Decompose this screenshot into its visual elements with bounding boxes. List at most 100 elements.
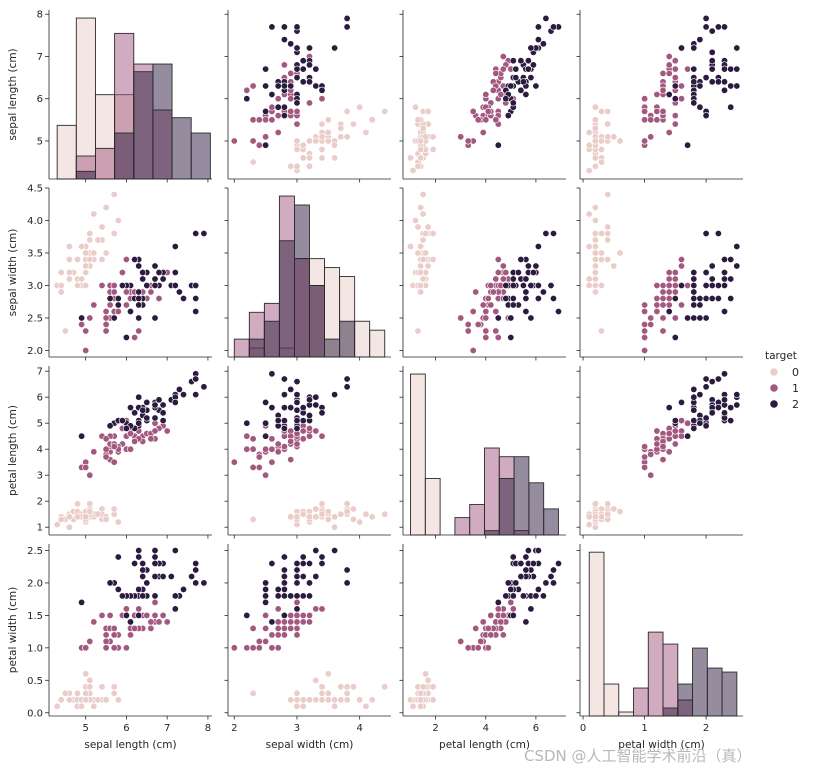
point-1-0-s1-45 [110, 281, 118, 289]
point-1-0-s0-41 [61, 327, 69, 335]
point-0-1-s0-6 [318, 154, 326, 162]
point-0-2-s1-48 [457, 133, 465, 141]
point-1-0-s2-9 [171, 243, 179, 251]
point-0-1-s0-42 [305, 162, 313, 170]
point-0-2-s2-21 [504, 112, 512, 120]
point-3-1-s2-24 [312, 572, 320, 580]
point-0-3-s0-14 [591, 103, 599, 111]
hist-bar-3-s0-b0 [588, 551, 605, 717]
point-2-0-s1-40 [102, 435, 110, 443]
point-2-0-s2-47 [143, 414, 151, 422]
point-1-2-s0-15 [419, 191, 427, 199]
xtick-label-1-0: 2 [231, 723, 237, 734]
point-0-1-s0-36 [324, 116, 332, 124]
point-1-3-s0-14 [591, 217, 599, 225]
point-1-2-s2-8 [527, 314, 535, 322]
point-0-2-s2-37 [519, 78, 527, 86]
point-2-0-s0-45 [74, 513, 82, 521]
point-0-2-s1-9 [479, 129, 487, 137]
hist-bar-2-s0-b0 [410, 373, 426, 536]
point-3-1-s2-17 [343, 566, 351, 574]
point-1-0-s1-44 [106, 301, 114, 309]
point-1-3-s1-35 [677, 255, 685, 263]
point-3-2-s2-34 [522, 618, 530, 626]
point-0-3-s0-32 [585, 129, 593, 137]
panel-1-2 [399, 187, 566, 361]
point-3-1-s0-49 [312, 696, 320, 704]
point-1-2-s2-48 [517, 255, 525, 263]
hist-bar-3-s1-b3 [633, 687, 649, 717]
point-2-0-s1-49 [110, 443, 118, 451]
point-3-0-s0-32 [90, 702, 98, 710]
point-1-2-s1-29 [469, 307, 477, 315]
point-3-0-s2-21 [106, 579, 114, 587]
point-1-0-s0-47 [65, 268, 73, 276]
point-0-1-s0-31 [318, 120, 326, 128]
point-2-3-s2-34 [665, 404, 673, 412]
point-1-0-s1-3 [102, 327, 110, 335]
point-1-3-s2-39 [708, 275, 716, 283]
point-2-3-s2-18 [720, 370, 728, 378]
point-3-1-s1-28 [287, 611, 295, 619]
point-0-3-s0-36 [591, 116, 599, 124]
point-3-2-s2-7 [539, 592, 547, 600]
point-2-3-s2-6 [684, 432, 692, 440]
point-2-3-s2-48 [720, 409, 728, 417]
point-0-3-s2-28 [708, 78, 716, 86]
point-3-1-s2-13 [262, 579, 270, 587]
point-2-0-s1-41 [127, 430, 135, 438]
point-1-3-s2-14 [727, 294, 735, 302]
point-0-1-s2-41 [299, 57, 307, 65]
point-3-1-s1-47 [287, 624, 295, 632]
point-1-2-s2-30 [534, 294, 542, 302]
point-1-0-s2-46 [135, 314, 143, 322]
point-1-0-s0-33 [102, 204, 110, 212]
point-0-3-s0-23 [610, 133, 618, 141]
point-3-0-s2-19 [122, 611, 130, 619]
point-0-2-s1-47 [489, 86, 497, 94]
point-2-1-s1-7 [255, 463, 263, 471]
point-3-0-s2-44 [151, 546, 159, 554]
point-0-3-s0-31 [604, 120, 612, 128]
point-2-1-s1-12 [243, 445, 251, 453]
point-2-0-s2-6 [78, 432, 86, 440]
point-1-0-s1-40 [102, 307, 110, 315]
point-3-1-s0-39 [318, 696, 326, 704]
point-1-3-s0-38 [591, 281, 599, 289]
point-2-1-s1-37 [249, 435, 257, 443]
point-0-2-s0-45 [417, 145, 425, 153]
watermark: CSDN @人工智能学术前沿（真） [524, 747, 752, 765]
point-2-1-s2-34 [268, 404, 276, 412]
ylabel-3: petal width (cm) [7, 587, 19, 673]
point-1-3-s2-9 [733, 243, 741, 251]
point-3-0-s1-43 [82, 644, 90, 652]
point-3-2-s1-9 [479, 618, 487, 626]
hist-bar-1-s1-b0 [233, 338, 250, 358]
legend-marker-1 [770, 384, 778, 392]
point-2-1-s2-19 [243, 419, 251, 427]
point-2-1-s2-3 [287, 404, 295, 412]
point-3-0-s2-30 [180, 585, 188, 593]
point-1-2-s0-16 [414, 223, 422, 231]
point-3-1-s1-32 [274, 631, 282, 639]
point-2-3-s0-37 [585, 513, 593, 521]
point-0-2-s1-0 [499, 52, 507, 60]
legend-label-2: 2 [792, 398, 799, 411]
xlabel-3: petal width (cm) [618, 739, 704, 751]
point-0-3-s2-8 [690, 65, 698, 73]
point-0-1-s1-48 [262, 133, 270, 141]
xtick-label-0-3: 8 [205, 723, 211, 734]
point-0-2-s2-46 [507, 82, 515, 90]
point-0-2-s2-47 [512, 74, 520, 82]
point-3-1-s0-6 [318, 689, 326, 697]
point-0-1-s0-34 [299, 141, 307, 149]
point-2-1-s2-26 [280, 424, 288, 432]
point-0-1-s2-43 [305, 61, 313, 69]
point-0-1-s1-3 [249, 116, 257, 124]
point-3-1-s2-36 [318, 553, 326, 561]
point-2-0-s0-14 [114, 518, 122, 526]
point-0-1-s2-42 [274, 103, 282, 111]
point-0-2-s1-39 [482, 116, 490, 124]
point-2-0-s1-43 [82, 463, 90, 471]
point-3-1-s2-40 [299, 553, 307, 561]
